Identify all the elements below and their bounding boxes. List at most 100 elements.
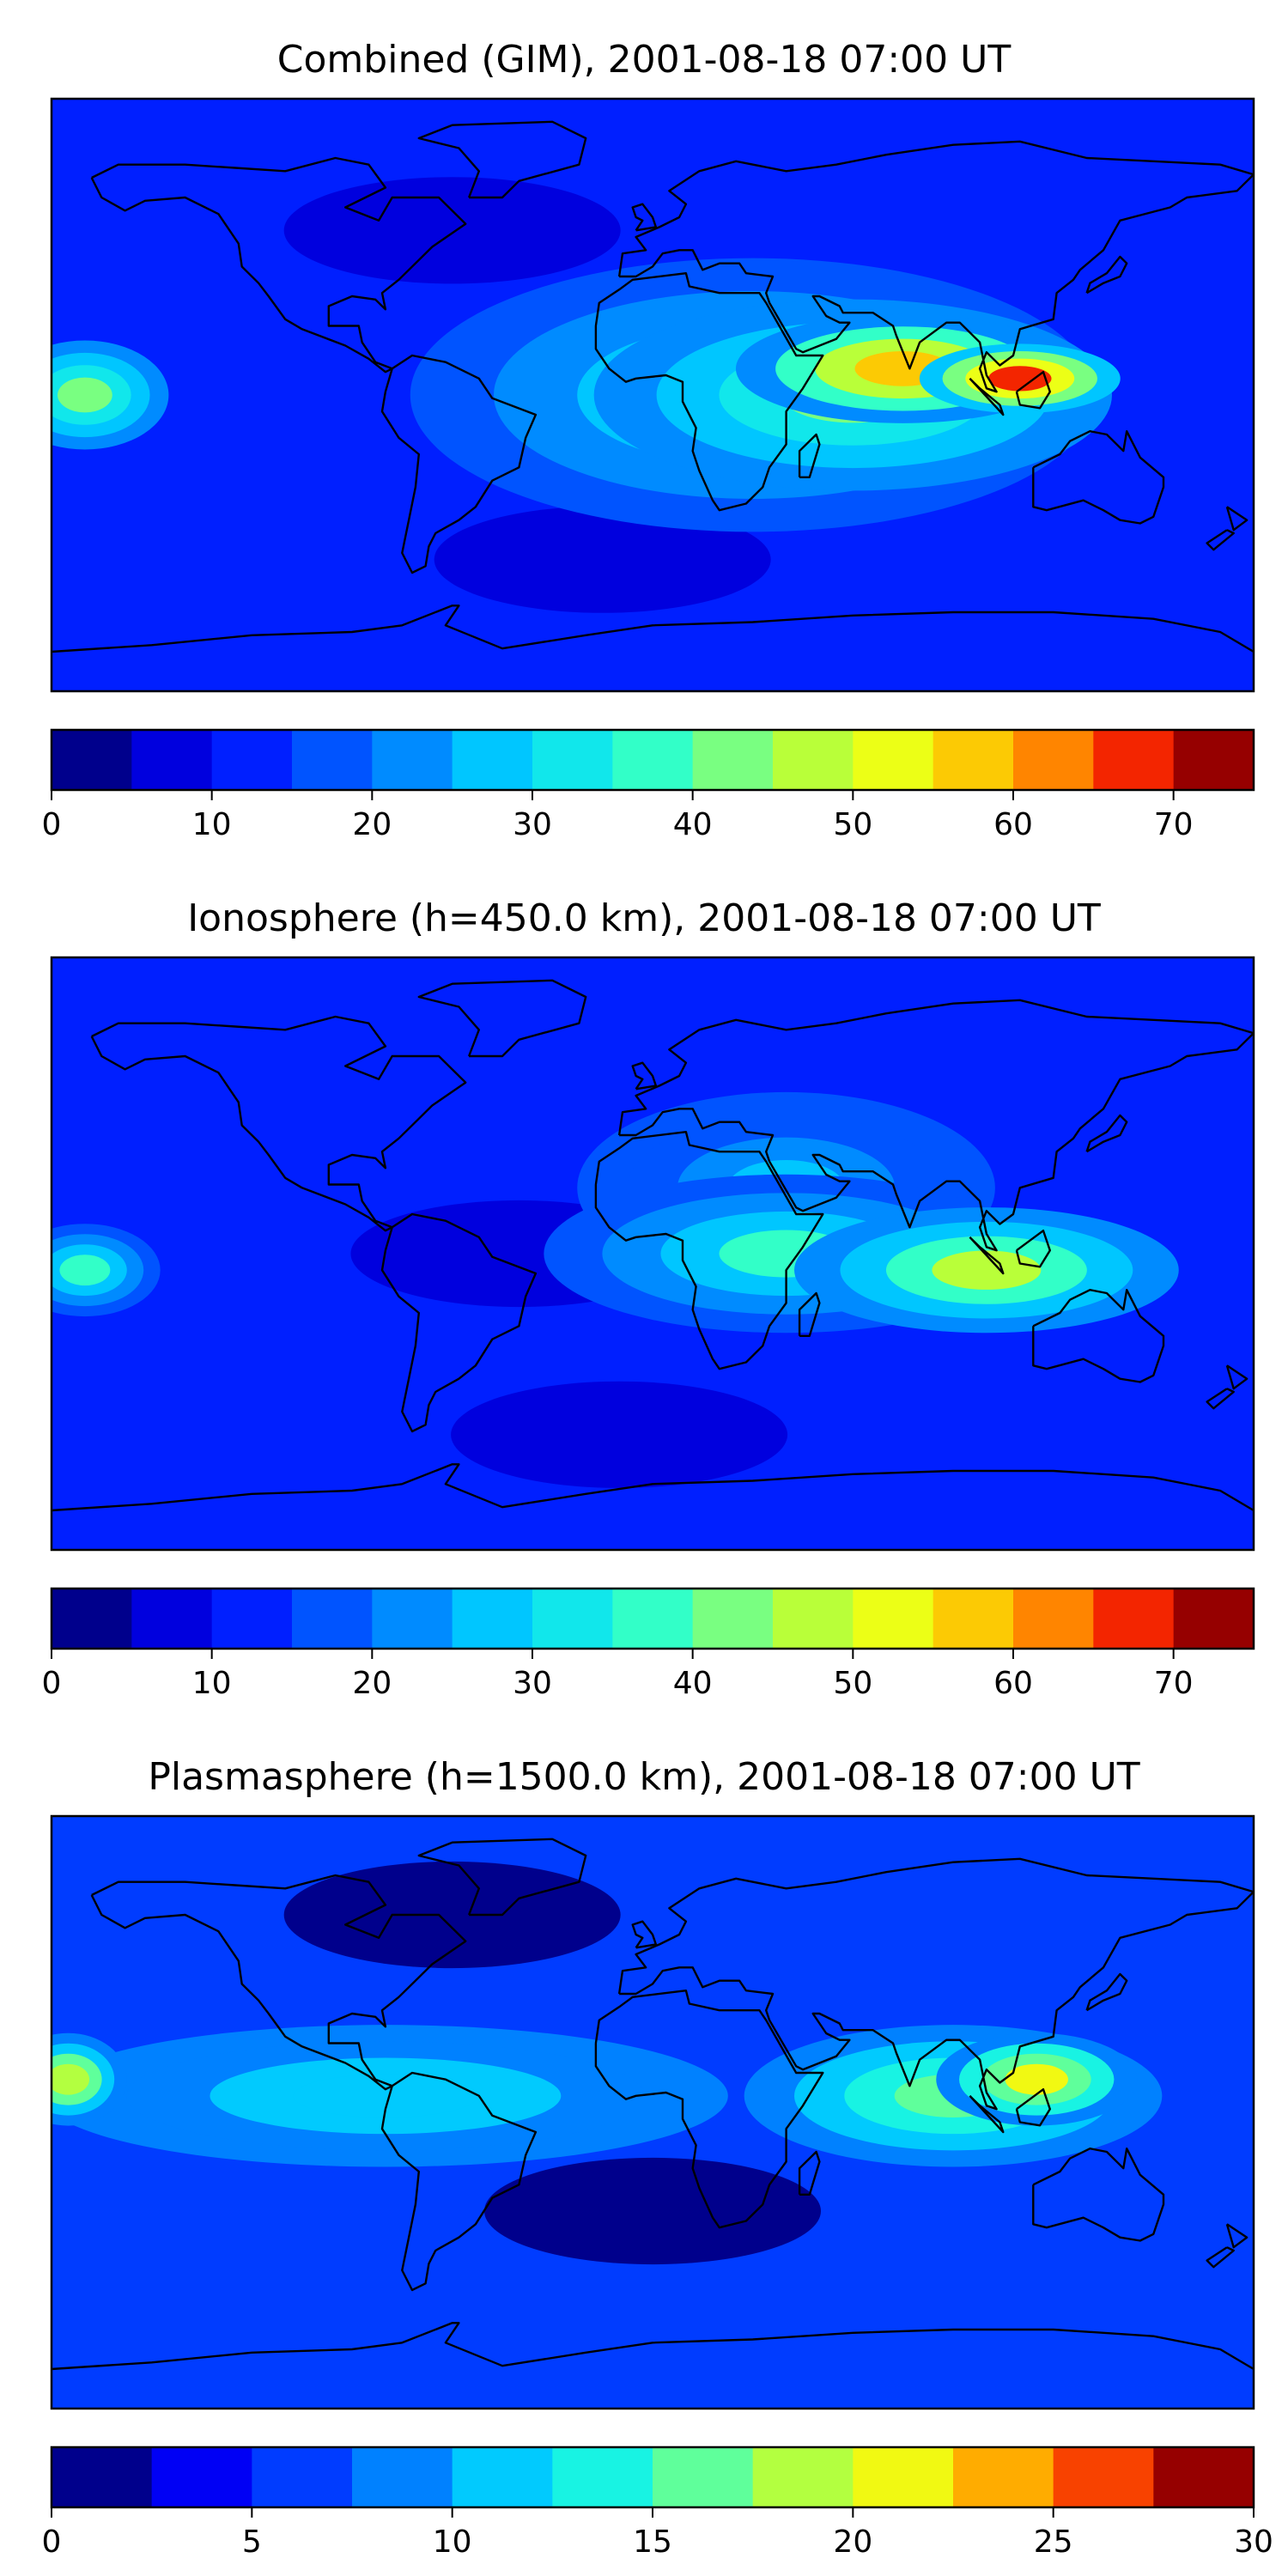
heatmap-contour — [932, 1250, 1042, 1290]
coastline — [417, 120, 587, 199]
colorbar-tick-label: 70 — [1154, 807, 1194, 842]
colorbar-segment — [853, 1589, 934, 1649]
colorbar-segment — [1153, 2447, 1255, 2507]
heatmap-map: 0 5 10 15 20 25 30 — [42, 1814, 1273, 2560]
heatmap-contour — [293, 2074, 478, 2117]
colorbar-segment — [372, 730, 453, 790]
map-frame — [50, 956, 1255, 1552]
colorbar-segment — [532, 730, 613, 790]
panel-combined: Combined (GIM), 2001-08-18 07:00 UT 0 10 2… — [0, 0, 1288, 859]
colorbar-segment — [933, 730, 1014, 790]
coastline — [417, 979, 587, 1058]
heatmap-contour — [59, 1255, 111, 1286]
coastline — [631, 1920, 658, 1949]
colorbar-segment — [131, 730, 213, 790]
colorbar-segment — [151, 2447, 252, 2507]
coastline — [52, 2322, 1254, 2371]
coastline — [617, 140, 1254, 393]
colorbar-tick-label: 30 — [1234, 2524, 1273, 2560]
colorbar-segment — [252, 2447, 353, 2507]
heatmap-low-region — [283, 1861, 621, 1969]
coastline — [798, 2150, 821, 2196]
colorbar-tick-label: 40 — [673, 1666, 713, 1701]
coastline — [969, 1236, 1005, 1275]
colorbar-segment — [933, 1589, 1014, 1649]
coastline — [1206, 529, 1235, 551]
colorbar-segment — [612, 1589, 694, 1649]
coastline — [798, 433, 821, 478]
coastline — [594, 1990, 824, 2229]
coastline — [1225, 2223, 1249, 2249]
colorbar-tick-label: 20 — [352, 1666, 392, 1701]
coastline — [1032, 2148, 1165, 2242]
colorbar-segment — [452, 730, 533, 790]
colorbar-tick-label: 60 — [993, 1666, 1033, 1701]
colorbar-segment — [1053, 2447, 1154, 2507]
coastline — [1085, 1972, 1128, 2012]
heatmap-map: 0 10 20 30 40 50 60 70 — [42, 97, 1255, 842]
heatmap-low-region — [283, 177, 621, 284]
colorbar-segment — [292, 1589, 373, 1649]
colorbar-segment — [52, 2447, 153, 2507]
colorbar-tick-label: 10 — [192, 807, 232, 842]
coastline — [52, 1463, 1254, 1512]
heatmap-low-region — [434, 506, 771, 613]
colorbar-segment — [552, 2447, 653, 2507]
coastline — [1206, 2246, 1235, 2269]
coastline — [1015, 2088, 1051, 2127]
colorbar-segment — [1173, 730, 1255, 790]
coastline — [631, 1061, 658, 1091]
colorbar-tick-label: 25 — [1034, 2524, 1073, 2560]
colorbar-segment — [773, 730, 854, 790]
colorbar-tick-label: 20 — [352, 807, 392, 842]
colorbar-segment — [372, 1589, 453, 1649]
coastline — [380, 1212, 538, 1433]
coastline — [1032, 430, 1165, 525]
colorbar-tick-label: 60 — [993, 807, 1033, 842]
coastline — [594, 1131, 824, 1370]
coastline — [1085, 1114, 1128, 1153]
colorbar-segment — [1013, 730, 1094, 790]
colorbar-segment — [452, 2447, 553, 2507]
colorbar-tick-label: 15 — [633, 2524, 672, 2560]
coastline — [631, 203, 658, 232]
coastline — [1206, 1388, 1235, 1410]
colorbar-segment — [211, 730, 293, 790]
coastline — [417, 1838, 587, 1917]
coastline — [969, 377, 1005, 416]
colorbar-tick-label: 50 — [833, 1666, 872, 1701]
colorbar-segment — [1093, 730, 1175, 790]
map-frame — [50, 1814, 1255, 2410]
colorbar-tick-label: 50 — [833, 807, 872, 842]
colorbar-segment — [653, 2447, 754, 2507]
coastline — [1225, 506, 1249, 532]
coastline — [1015, 371, 1051, 410]
colorbar-tick-label: 5 — [242, 2524, 262, 2560]
colorbar-segment — [692, 1589, 774, 1649]
colorbar-tick-label: 30 — [513, 807, 552, 842]
coastline — [617, 999, 1254, 1252]
chart-title: Plasmasphere (h=1500.0 km), 2001-08-18 0… — [148, 1755, 1140, 1799]
map-frame — [50, 97, 1255, 693]
coastline — [90, 156, 467, 374]
chart-title: Ionosphere (h=450.0 km), 2001-08-18 07:0… — [187, 896, 1101, 940]
heatmap-low-region — [451, 1381, 788, 1488]
coastline — [1085, 255, 1128, 295]
colorbar-frame — [50, 1587, 1255, 1650]
colorbar-segment — [752, 2447, 854, 2507]
heatmap-low-region — [484, 2157, 821, 2265]
colorbar-segment — [131, 1589, 213, 1649]
colorbar-segment — [612, 730, 694, 790]
colorbar-tick-label: 10 — [433, 2524, 472, 2560]
colorbar-segment — [52, 1589, 132, 1649]
colorbar-segment — [1173, 1589, 1255, 1649]
heatmap-map: 0 10 20 30 40 50 60 70 — [42, 956, 1255, 1701]
panel-plasmasphere: Plasmasphere (h=1500.0 km), 2001-08-18 0… — [0, 1717, 1288, 2576]
coastline — [1032, 1289, 1165, 1383]
colorbar-tick-label: 0 — [42, 1666, 62, 1701]
colorbar-segment — [953, 2447, 1054, 2507]
colorbar-segment — [1093, 1589, 1175, 1649]
colorbar-tick-label: 70 — [1154, 1666, 1194, 1701]
colorbar-tick-label: 10 — [192, 1666, 232, 1701]
colorbar-segment — [292, 730, 373, 790]
